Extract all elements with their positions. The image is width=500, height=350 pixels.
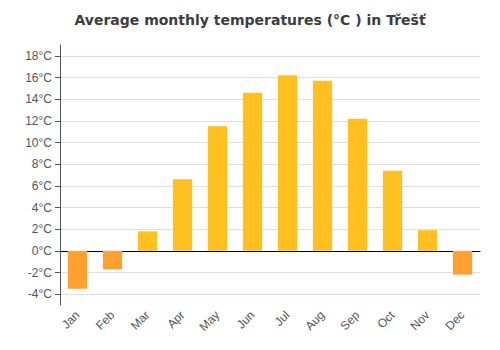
svg-text:Jul: Jul [272,308,293,329]
svg-text:14°C: 14°C [25,92,52,106]
svg-text:2°C: 2°C [32,222,52,236]
svg-text:16°C: 16°C [25,71,52,85]
svg-text:Jun: Jun [234,308,258,332]
svg-text:Feb: Feb [93,308,118,333]
svg-text:Average monthly temperatures (: Average monthly temperatures (°C ) in Tř… [74,12,426,28]
svg-text:Jan: Jan [59,308,83,332]
svg-text:18°C: 18°C [25,49,52,63]
svg-text:Oct: Oct [374,308,398,332]
svg-text:Dec: Dec [442,308,467,333]
svg-text:Sep: Sep [337,308,362,333]
svg-text:12°C: 12°C [25,114,52,128]
svg-text:Apr: Apr [164,308,187,331]
svg-text:4°C: 4°C [32,201,52,215]
svg-text:Aug: Aug [302,308,327,333]
svg-text:0°C: 0°C [32,244,52,258]
svg-text:Mar: Mar [128,308,153,332]
svg-text:May: May [197,308,223,334]
svg-text:-2°C: -2°C [28,266,52,280]
svg-text:8°C: 8°C [32,157,52,171]
svg-text:-4°C: -4°C [28,287,52,301]
svg-text:6°C: 6°C [32,179,52,193]
svg-text:10°C: 10°C [25,136,52,150]
svg-text:Nov: Nov [407,308,432,333]
